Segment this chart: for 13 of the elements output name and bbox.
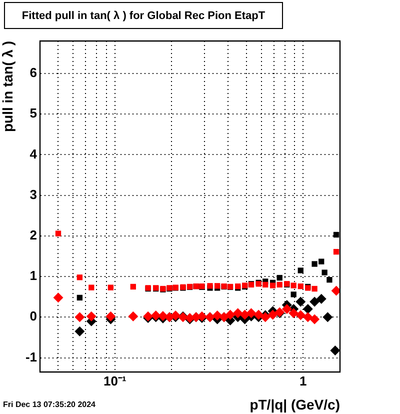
chart-title: Fitted pull in tan( λ ) for Global Rec Pion EtapT [4, 2, 283, 29]
y-tick-label: -1 [25, 349, 37, 364]
y-tick-label: 3 [30, 186, 37, 202]
y-tick-label: 4 [30, 146, 38, 162]
y-tick-label: 6 [30, 65, 37, 80]
y-tick-label: 0 [30, 308, 37, 324]
text: Fri Dec 13 07:35:20 2024 [3, 400, 96, 409]
y-axis-title: pull in tan( λ ) [0, 41, 16, 132]
x-axis-title: pT/|q| (GeV/c) [250, 396, 340, 414]
x-tick-label: 10⁻¹ [104, 373, 126, 388]
y-tick-label: 1 [30, 268, 37, 284]
y-tick-label: 2 [30, 228, 37, 243]
y-tick-label: 5 [30, 106, 37, 121]
